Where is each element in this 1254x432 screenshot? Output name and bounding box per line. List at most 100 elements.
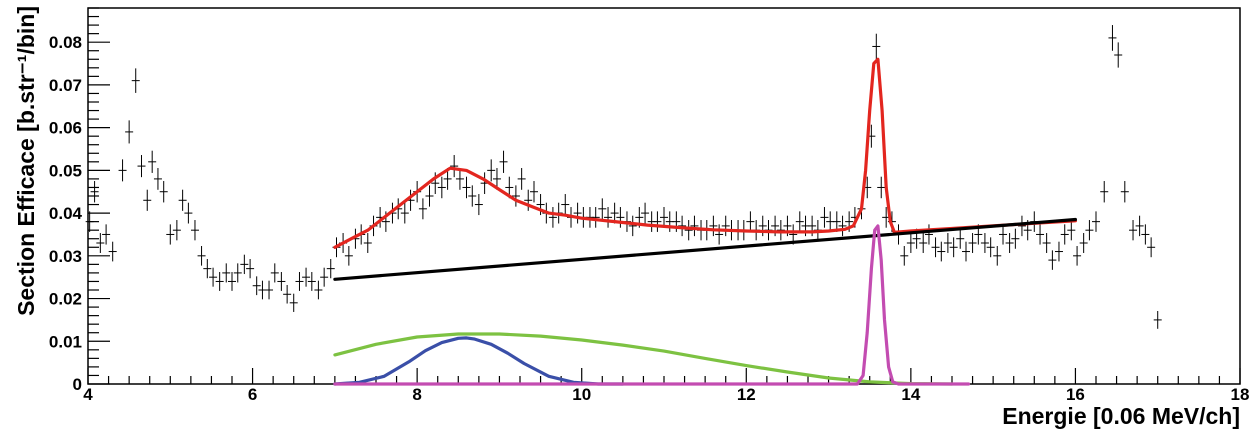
data-point [690, 215, 699, 237]
data-point [1129, 220, 1138, 241]
data-point [900, 246, 909, 266]
data-point [1073, 246, 1082, 266]
data-point [1153, 311, 1162, 329]
data-point [148, 150, 157, 173]
data-point [1005, 233, 1014, 253]
x-axis: 4 6 8 10 12 14 16 18 [83, 368, 1249, 404]
data-point [980, 233, 989, 253]
y-axis: 0 0.01 0.02 0.03 0.04 0.05 0.06 0.07 0.08 [49, 7, 110, 394]
data-point [1036, 224, 1045, 245]
data-point [956, 228, 965, 249]
data-point [795, 211, 804, 232]
data-point [1079, 233, 1088, 253]
fit-curves [333, 57, 1077, 386]
data-point [137, 155, 146, 178]
y-tick-label: 0.02 [49, 290, 82, 309]
data-point [159, 181, 168, 203]
data-point [1108, 25, 1117, 51]
data-point [85, 211, 94, 232]
data-point [190, 220, 199, 241]
data-point [270, 263, 279, 283]
data-point [943, 233, 952, 253]
data-point [172, 220, 181, 241]
data-point [344, 246, 353, 266]
data-point [166, 224, 175, 245]
data-point [363, 233, 372, 253]
data-point [320, 267, 329, 287]
data-point [314, 280, 323, 300]
x-tick-label: 8 [412, 385, 421, 404]
y-tick-label: 0.07 [49, 76, 82, 95]
x-tick-label: 6 [248, 385, 257, 404]
data-point [462, 176, 471, 199]
data-point [709, 215, 718, 237]
y-tick-label: 0.08 [49, 33, 82, 52]
data-point [209, 267, 218, 287]
data-point [931, 237, 940, 258]
data-point [872, 33, 881, 60]
data-point [877, 176, 886, 199]
data-point [746, 211, 755, 232]
data-point [125, 120, 134, 144]
data-point [108, 241, 117, 262]
data-point [289, 293, 298, 312]
data-point [561, 194, 570, 216]
data-point [96, 233, 105, 253]
data-point [832, 211, 841, 232]
data-point [246, 259, 255, 279]
data-point [222, 263, 231, 283]
data-point [721, 215, 730, 237]
data-point [302, 267, 311, 287]
data-point [1092, 211, 1100, 232]
data-point [240, 254, 249, 275]
data-point [1042, 233, 1051, 253]
data-point [1054, 241, 1063, 262]
x-tick-label: 10 [572, 385, 591, 404]
data-point [820, 207, 829, 228]
data-point [678, 215, 687, 237]
data-point [604, 207, 613, 228]
data-point [203, 259, 212, 279]
data-point [548, 207, 557, 228]
data-point [295, 272, 304, 291]
data-point [529, 181, 538, 203]
x-tick-label: 16 [1066, 385, 1085, 404]
data-point [418, 198, 427, 220]
data-point [517, 168, 526, 190]
data-point [400, 202, 409, 224]
data-point [499, 150, 508, 173]
y-tick-label: 0.05 [49, 161, 82, 180]
y-axis-title: Section Efficace [b.str⁻¹/bin] [13, 6, 39, 316]
data-point [715, 224, 724, 245]
data-point [307, 272, 316, 291]
data-point [197, 246, 206, 266]
data-point [1120, 181, 1129, 203]
data-point [660, 207, 668, 228]
data-point [776, 220, 785, 241]
data-point [90, 181, 99, 203]
data-point [524, 189, 533, 211]
broad-component-curve [333, 332, 954, 386]
data-point [277, 272, 286, 291]
data-point [591, 207, 600, 228]
data-point [131, 68, 140, 93]
data-point [1048, 250, 1057, 270]
data-point [1067, 220, 1076, 241]
data-point [1100, 181, 1109, 203]
total-fit-curve [333, 57, 1077, 249]
data-point [968, 233, 977, 253]
y-tick-label: 0.01 [49, 332, 82, 351]
plot-frame [87, 7, 1241, 385]
x-tick-label: 4 [83, 385, 93, 404]
data-point [1085, 220, 1094, 241]
data-point [838, 215, 847, 237]
data-point [425, 185, 434, 207]
data-point [937, 241, 946, 262]
y-tick-label: 0.03 [49, 247, 82, 266]
data-point [628, 215, 637, 237]
data-point [684, 220, 693, 241]
data-point [999, 224, 1008, 245]
data-point [118, 159, 127, 182]
y-tick-label: 0.04 [49, 204, 83, 223]
